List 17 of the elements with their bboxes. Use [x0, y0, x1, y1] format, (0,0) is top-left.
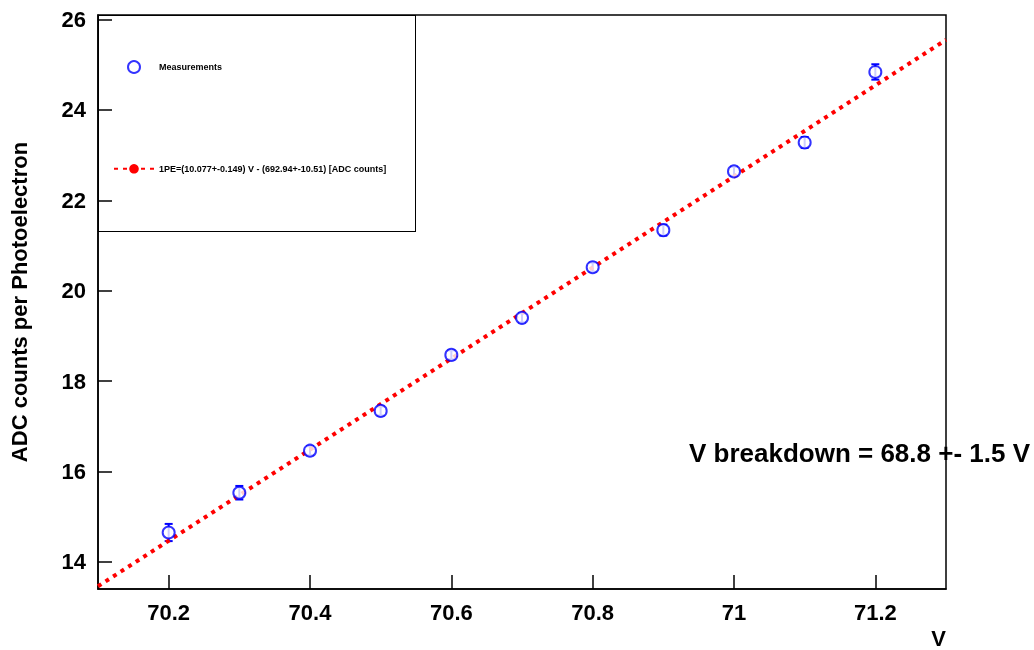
- y-tick-label: 26: [61, 7, 86, 33]
- y-axis-title: ADC counts per Photoelectron: [6, 141, 32, 463]
- x-tick-label: 70.6: [429, 599, 473, 625]
- y-tick-label: 24: [61, 97, 87, 123]
- y-tick-label: 16: [61, 458, 86, 484]
- x-tick-label: 71: [721, 599, 747, 625]
- y-tick-label: 18: [61, 368, 86, 394]
- legend-label: Measurements: [159, 62, 223, 72]
- x-tick-label: 70.2: [147, 599, 191, 625]
- x-axis-title: V: [931, 625, 947, 650]
- y-tick-label: 22: [61, 187, 86, 213]
- y-tick-label: 14: [61, 549, 87, 575]
- legend-label: 1PE=(10.077+-0.149) V - (692.94+-10.51) [ADC counts]: [159, 163, 387, 174]
- x-tick-label: 71.2: [853, 599, 897, 625]
- y-tick-label: 20: [61, 278, 86, 304]
- x-tick-label: 70.4: [288, 599, 333, 625]
- x-tick-label: 70.8: [571, 599, 615, 625]
